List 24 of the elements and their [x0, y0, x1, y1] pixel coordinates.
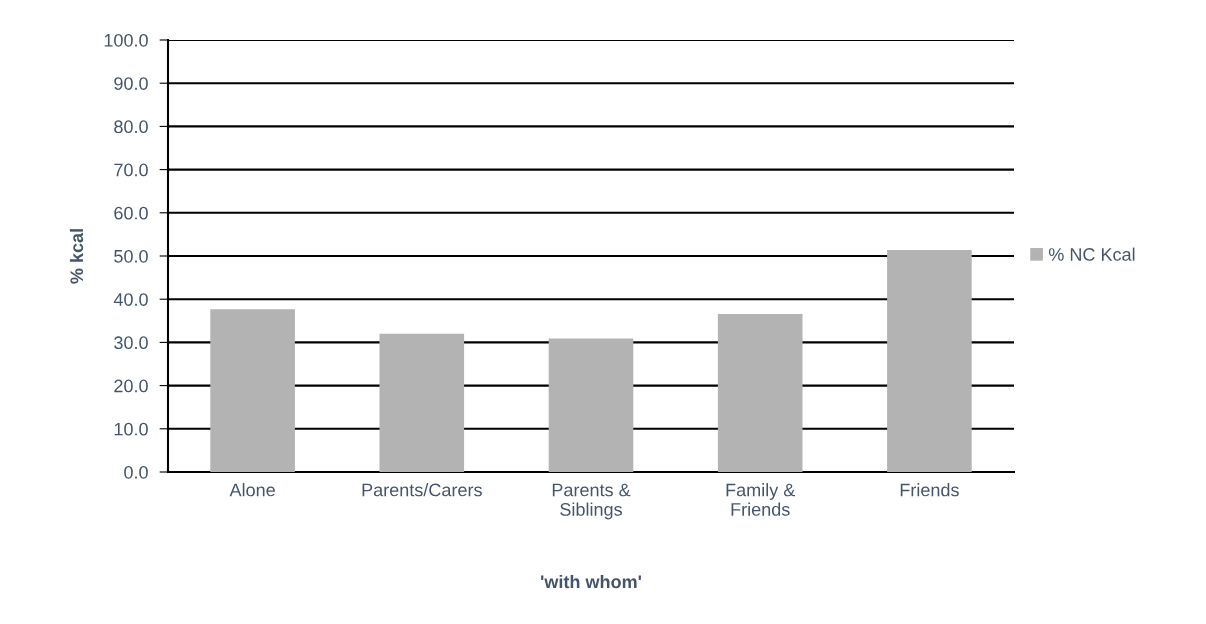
y-tick-label: 0.0	[124, 465, 148, 479]
y-tick-label: 50.0	[114, 249, 148, 263]
y-tick-label: 30.0	[114, 336, 148, 350]
x-tick-label: Parents/Carers	[362, 483, 482, 497]
bar	[548, 338, 634, 472]
y-tick-label: 80.0	[114, 120, 148, 134]
y-axis-title: % kcal	[69, 229, 84, 284]
bar	[210, 309, 295, 472]
y-tick-label: 40.0	[113, 293, 148, 306]
y-tick-label: 100.0	[104, 33, 148, 47]
x-tick-label: Family & Friends	[726, 483, 796, 516]
y-tick-label: 60.0	[114, 206, 148, 220]
y-tick-label: 90.0	[114, 77, 148, 90]
x-axis-title: 'with whom'	[541, 574, 641, 589]
bar	[379, 333, 465, 472]
bar	[717, 313, 803, 472]
x-tick-label: Alone	[229, 483, 275, 497]
y-tick-label: 20.0	[114, 379, 148, 393]
bar	[887, 249, 972, 472]
x-tick-label: Friends	[900, 483, 959, 497]
y-tick-label: 10.0	[114, 422, 148, 436]
x-tick-label: Parents & Siblings	[552, 483, 631, 520]
legend-label: % NC Kcal	[1048, 247, 1135, 261]
y-tick-label: 70.0	[114, 163, 148, 177]
